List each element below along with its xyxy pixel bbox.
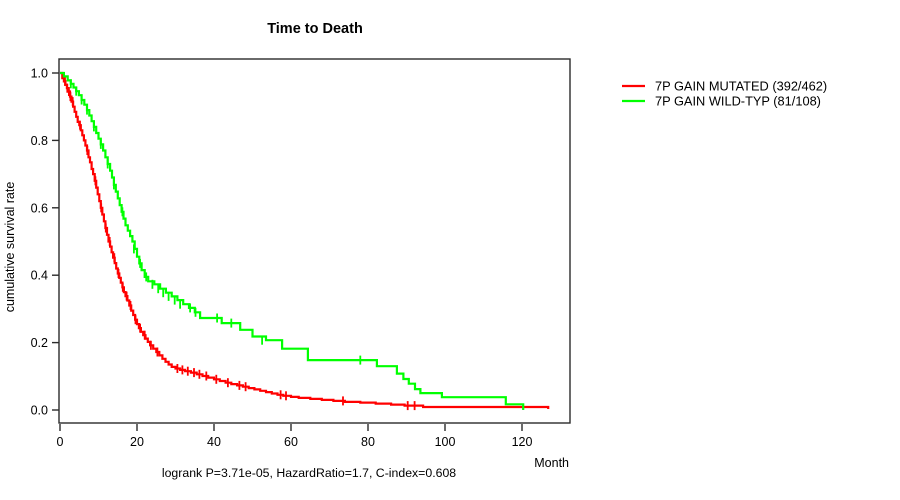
y-tick-label: 0.4 — [31, 269, 48, 283]
y-tick-label: 0.6 — [31, 201, 48, 215]
x-tick-label: 40 — [207, 435, 221, 449]
x-tick-label: 80 — [361, 435, 375, 449]
y-tick-label: 0.2 — [31, 336, 48, 350]
y-axis-label: cumulative survival rate — [3, 182, 17, 313]
mutated-survival-curve — [60, 71, 550, 409]
wildtype-survival-curve — [60, 71, 525, 410]
survival-curves — [60, 71, 550, 411]
x-tick-label: 0 — [57, 435, 64, 449]
legend: 7P GAIN MUTATED (392/462) 7P GAIN WILD-T… — [622, 79, 827, 109]
x-tick-label: 60 — [284, 435, 298, 449]
x-tick-label: 100 — [435, 435, 456, 449]
plot-border — [58, 58, 571, 424]
legend-label-mutated: 7P GAIN MUTATED (392/462) — [655, 79, 827, 94]
y-axis: 1.0 0.8 0.6 0.4 0.2 0.0 cumulative survi… — [3, 67, 59, 418]
logrank-annotation: logrank P=3.71e-05, HazardRatio=1.7, C-i… — [162, 466, 456, 480]
x-axis: 0 20 40 60 80 100 120 Month — [57, 424, 569, 470]
x-axis-label: Month — [534, 456, 569, 470]
y-tick-label: 1.0 — [31, 67, 48, 81]
wildtype-censor-marks — [69, 79, 362, 365]
y-tick-label: 0.8 — [31, 134, 48, 148]
x-tick-label: 20 — [130, 435, 144, 449]
x-tick-label: 120 — [512, 435, 533, 449]
page-title: Time to Death — [267, 21, 363, 37]
y-tick-label: 0.0 — [31, 404, 48, 418]
mutated-censor-marks — [64, 76, 416, 411]
legend-label-wildtype: 7P GAIN WILD-TYP (81/108) — [655, 94, 821, 109]
